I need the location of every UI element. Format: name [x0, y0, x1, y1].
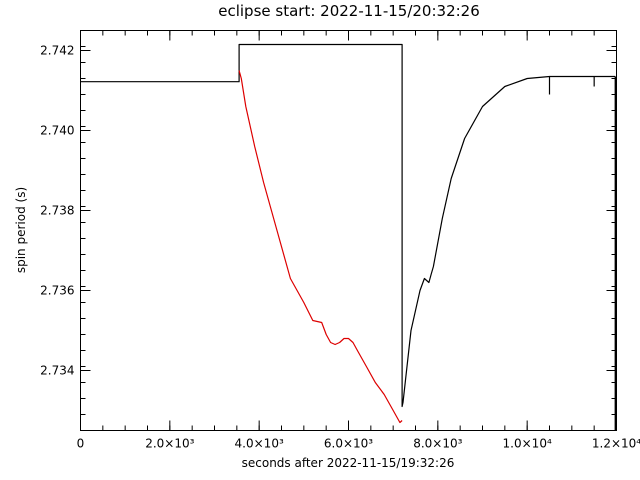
plot-frame [80, 30, 617, 431]
x-tick-label: 6.0×10³ [324, 437, 373, 451]
plot-area [80, 43, 617, 431]
y-tick-label: 2.738 [40, 204, 74, 218]
y-tick-label: 2.736 [40, 284, 74, 298]
chart-title: eclipse start: 2022-11-15/20:32:26 [218, 2, 480, 20]
x-tick-label: 8.0×10³ [413, 437, 462, 451]
x-tick-label: 0 [77, 437, 85, 451]
y-tick-label: 2.742 [40, 44, 74, 58]
axis-ticks: 0 2.0×10³ 4.0×10³ 6.0×10³ 8.0×10³ 1.0×10⁴ 1.2×… [40, 30, 640, 451]
x-axis-label: seconds after 2022-11-15/19:32:26 [242, 456, 455, 470]
y-tick-label: 2.734 [40, 364, 74, 378]
x-tick-label: 2.0×10³ [145, 437, 194, 451]
x-tick-label: 1.0×10⁴ [503, 437, 552, 451]
x-tick-label: 1.2×10⁴ [592, 437, 640, 451]
series-line-2 [238, 70, 403, 424]
y-axis-label: spin period (s) [14, 187, 28, 273]
series-line-1 [80, 43, 616, 408]
y-tick-label: 2.740 [40, 124, 74, 138]
x-tick-label: 4.0×10³ [235, 437, 284, 451]
